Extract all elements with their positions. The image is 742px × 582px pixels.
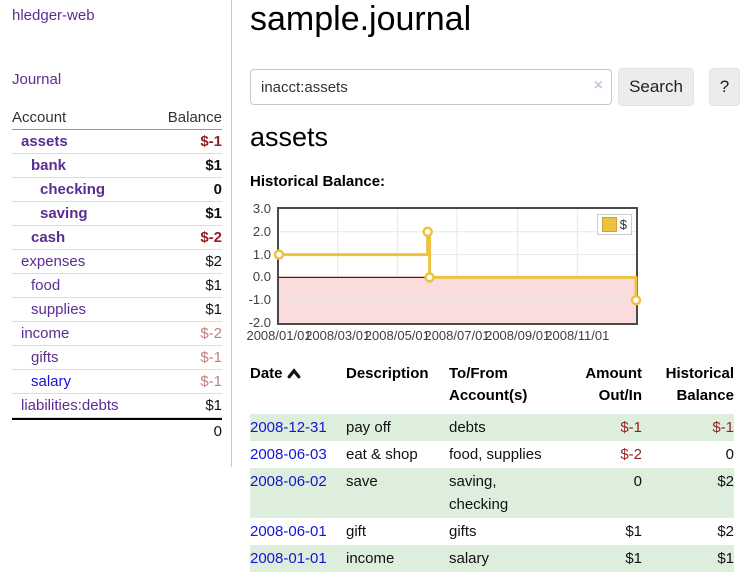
accounts-total-value: 0 xyxy=(213,423,222,440)
account-balance-bank: $1 xyxy=(205,157,222,174)
transaction-accounts: saving, checking xyxy=(449,473,509,513)
account-link-bank[interactable]: bank xyxy=(31,157,67,174)
account-balance-assets: $-1 xyxy=(200,133,222,150)
account-balance-checking: 0 xyxy=(213,181,222,198)
balance-chart: 3.0 2.0 1.0 0.0 -1.0 -2.0 2008/01/01 2008/03/0… xyxy=(246,201,642,343)
account-balance-cash: $-2 xyxy=(200,229,222,246)
account-link-gifts[interactable]: gifts xyxy=(31,349,59,366)
transaction-balance: $2 xyxy=(717,523,734,540)
chart-title: Historical Balance: xyxy=(250,173,386,190)
legend-swatch xyxy=(601,217,617,232)
account-row-checking: checking 0 xyxy=(12,178,222,202)
account-row-bank: bank $1 xyxy=(12,154,222,178)
account-balance-salary: $-1 xyxy=(200,373,222,390)
account-row-saving: saving $1 xyxy=(12,202,222,226)
search-input-wrap: × xyxy=(250,68,612,105)
register-table: Date Description To/From Account(s) Amou… xyxy=(250,361,734,572)
chart-legend: $ xyxy=(596,214,632,235)
transaction-amount: 0 xyxy=(633,473,642,490)
help-button[interactable]: ? xyxy=(709,68,740,106)
register-header-row: Date Description To/From Account(s) Amou… xyxy=(250,361,734,414)
accounts-table-header: Account Balance xyxy=(12,105,222,130)
search-bar: × Search ? xyxy=(250,68,740,106)
account-row-gifts: gifts $-1 xyxy=(12,346,222,370)
search-input[interactable] xyxy=(250,69,612,105)
account-row-cash: cash $-2 xyxy=(12,226,222,250)
column-header-balance: Historical Balance xyxy=(665,365,734,404)
register-row: 2008-06-01 gift gifts $1 $2 xyxy=(250,518,734,545)
transaction-description: save xyxy=(346,473,378,490)
account-row-liabilities-debts: liabilities:debts $1 xyxy=(12,394,222,418)
account-link-salary[interactable]: salary xyxy=(31,373,72,390)
account-balance-liabilities-debts: $1 xyxy=(205,397,222,414)
transaction-date-link[interactable]: 2008-01-01 xyxy=(250,550,327,567)
transaction-description: gift xyxy=(346,523,367,540)
account-link-saving[interactable]: saving xyxy=(40,205,88,222)
register-row: 2008-06-02 save saving, checking 0 $2 xyxy=(250,468,734,518)
transaction-description: eat & shop xyxy=(346,446,418,463)
transaction-date-link[interactable]: 2008-06-01 xyxy=(250,523,327,540)
accounts-table: Account Balance assets $-1 bank $1 check… xyxy=(12,105,222,443)
transaction-amount: $-2 xyxy=(620,446,642,463)
transaction-date-link[interactable]: 2008-06-02 xyxy=(250,473,327,490)
column-header-amount: Amount Out/In xyxy=(585,365,642,404)
account-link-cash[interactable]: cash xyxy=(31,229,66,246)
account-row-salary: salary $-1 xyxy=(12,370,222,394)
transaction-description: income xyxy=(346,550,395,567)
sort-ascending-icon xyxy=(287,364,301,386)
account-link-liabilities-debts[interactable]: liabilities:debts xyxy=(21,397,119,414)
register-row: 2008-01-01 income salary $1 $1 xyxy=(250,545,734,572)
account-heading: assets xyxy=(250,122,329,152)
account-link-assets[interactable]: assets xyxy=(21,133,68,150)
legend-label: $ xyxy=(619,217,627,232)
account-link-supplies[interactable]: supplies xyxy=(31,301,87,318)
transaction-balance: 0 xyxy=(725,446,734,463)
transaction-amount: $1 xyxy=(625,550,642,567)
column-header-tofrom: To/From Account(s) xyxy=(449,365,528,404)
account-balance-food: $1 xyxy=(205,277,222,294)
accounts-header-balance: Balance xyxy=(167,108,222,126)
transaction-balance: $2 xyxy=(717,473,734,490)
transaction-accounts: food, supplies xyxy=(449,446,542,463)
transaction-amount: $1 xyxy=(625,523,642,540)
sidebar-item-journal[interactable]: Journal xyxy=(12,71,62,88)
transaction-accounts: gifts xyxy=(449,523,477,540)
page-title: sample.journal xyxy=(250,0,472,38)
sidebar: hledger-web Journal Account Balance asse… xyxy=(0,0,232,467)
account-row-assets: assets $-1 xyxy=(12,130,222,154)
account-row-supplies: supplies $1 xyxy=(12,298,222,322)
transaction-date-link[interactable]: 2008-06-03 xyxy=(250,446,327,463)
app-title-link[interactable]: hledger-web xyxy=(12,7,95,24)
column-header-description: Description xyxy=(346,365,429,382)
search-button[interactable]: Search xyxy=(618,68,694,106)
account-row-expenses: expenses $2 xyxy=(12,250,222,274)
column-header-date[interactable]: Date xyxy=(250,361,346,414)
account-balance-gifts: $-1 xyxy=(200,349,222,366)
transaction-accounts: debts xyxy=(449,419,486,436)
transaction-description: pay off xyxy=(346,419,391,436)
transaction-accounts: salary xyxy=(449,550,490,567)
register-row: 2008-12-31 pay off debts $-1 $-1 xyxy=(250,414,734,441)
account-link-income[interactable]: income xyxy=(21,325,70,342)
account-link-checking[interactable]: checking xyxy=(40,181,106,198)
account-balance-saving: $1 xyxy=(205,205,222,222)
transaction-date-link[interactable]: 2008-12-31 xyxy=(250,419,327,436)
register-row: 2008-06-03 eat & shop food, supplies $-2… xyxy=(250,441,734,468)
account-link-food[interactable]: food xyxy=(31,277,61,294)
clear-search-icon[interactable]: × xyxy=(593,77,603,94)
transaction-balance: $-1 xyxy=(712,419,734,436)
account-row-income: income $-2 xyxy=(12,322,222,346)
account-balance-income: $-2 xyxy=(200,325,222,342)
account-link-expenses[interactable]: expenses xyxy=(21,253,86,270)
account-balance-supplies: $1 xyxy=(205,301,222,318)
account-row-food: food $1 xyxy=(12,274,222,298)
accounts-header-account: Account xyxy=(12,108,67,126)
transaction-amount: $-1 xyxy=(620,419,642,436)
accounts-total-row: 0 xyxy=(12,418,222,443)
account-balance-expenses: $2 xyxy=(205,253,222,270)
transaction-balance: $1 xyxy=(717,550,734,567)
